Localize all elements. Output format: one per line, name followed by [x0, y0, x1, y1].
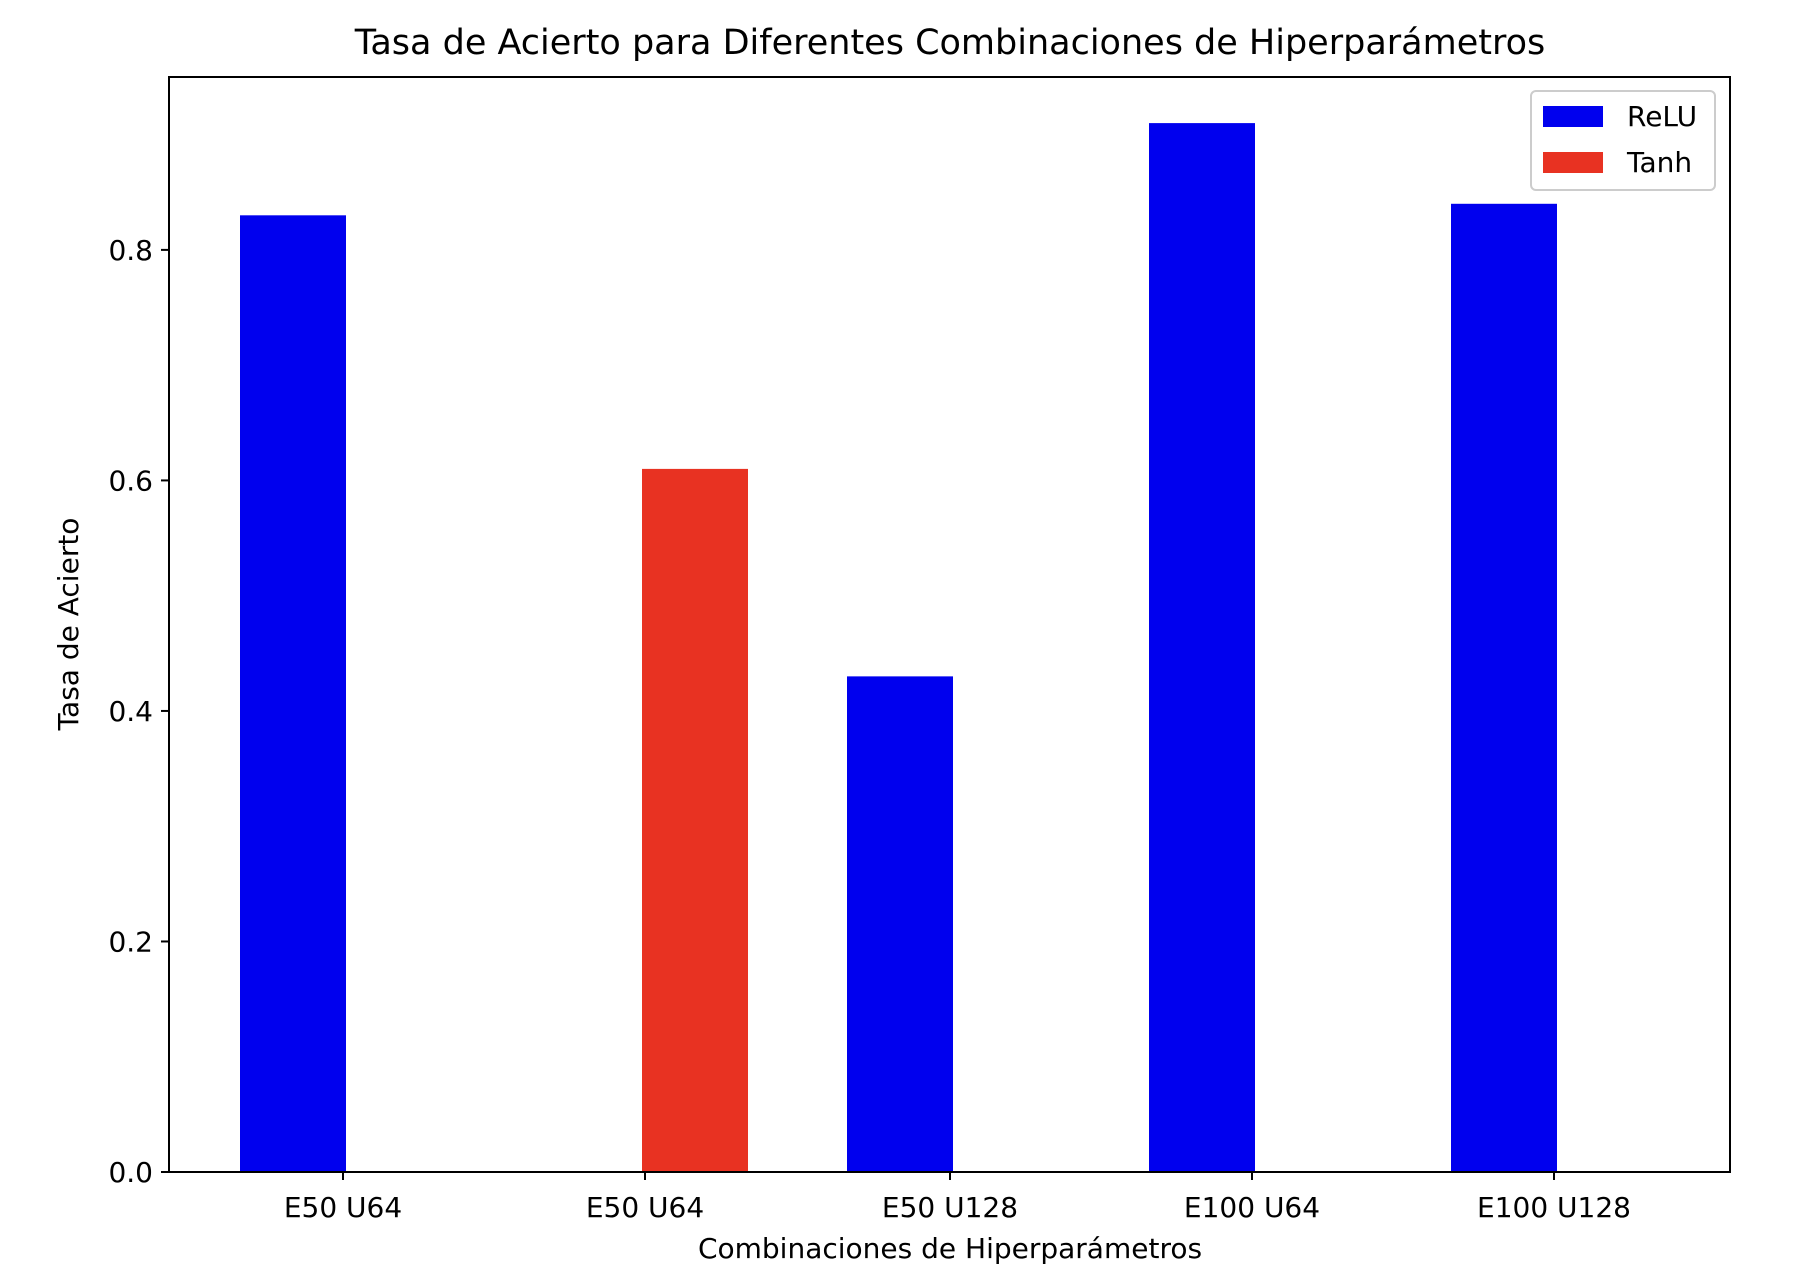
- y-tick-label: 0.0: [108, 1156, 153, 1189]
- legend-swatch-relu: [1543, 106, 1603, 127]
- x-tick-label: E100 U128: [1477, 1191, 1631, 1224]
- y-tick-label: 0.4: [108, 695, 153, 728]
- y-tick-label: 0.6: [108, 464, 153, 497]
- x-tick-label: E50 U64: [586, 1191, 704, 1224]
- x-tick-label: E50 U64: [284, 1191, 402, 1224]
- bars-layer: [240, 123, 1557, 1173]
- x-tick-label: E50 U128: [882, 1191, 1018, 1224]
- bar-relu-1: [240, 215, 346, 1172]
- y-tick-label: 0.2: [108, 925, 153, 958]
- bar-relu-5: [1451, 203, 1557, 1172]
- legend-swatch-tanh: [1543, 152, 1603, 173]
- bar-tanh-2: [642, 468, 748, 1172]
- y-axis: 0.0 0.2 0.4 0.6 0.8: [108, 234, 169, 1189]
- bar-relu-4: [1149, 123, 1255, 1173]
- x-axis: E50 U64 E50 U64 E50 U128 E100 U64 E100 U128: [284, 1172, 1631, 1224]
- bar-relu-3: [847, 676, 953, 1172]
- x-axis-title: Combinaciones de Hiperparámetros: [698, 1232, 1202, 1265]
- legend-label-relu: ReLU: [1627, 100, 1697, 133]
- y-tick-label: 0.8: [108, 234, 153, 267]
- y-axis-title: Tasa de Acierto: [52, 518, 85, 732]
- x-tick-label: E100 U64: [1184, 1191, 1320, 1224]
- chart-title: Tasa de Acierto para Diferentes Combinac…: [354, 23, 1545, 63]
- legend: ReLU Tanh: [1530, 90, 1716, 191]
- legend-label-tanh: Tanh: [1626, 146, 1692, 179]
